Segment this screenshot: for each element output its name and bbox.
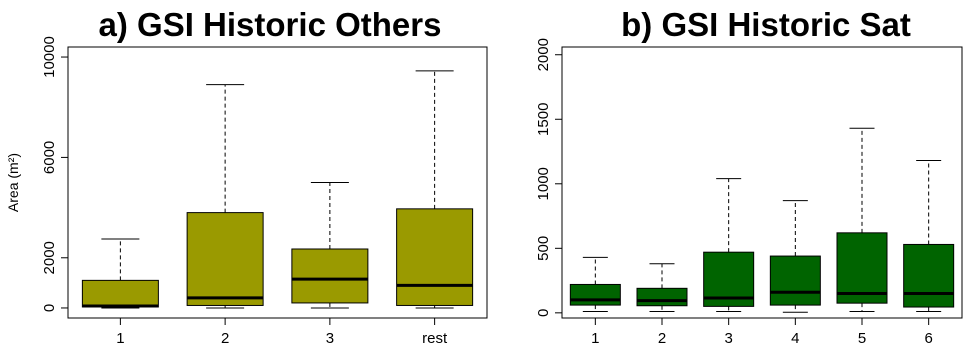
box-1 [81,238,159,309]
panel-b: b) GSI Historic Sat 0 500 1000 1500 2000 1 2 3 4 5… [535,6,963,346]
x-tick-label: 4 [791,330,799,346]
iqr-box [769,255,821,306]
x-tick-label: 6 [924,330,932,346]
chart-title: a) GSI Historic Others [99,6,442,43]
x-tick-label: 1 [591,330,599,346]
box-rest [396,70,474,309]
x-tick-label: 3 [326,330,334,346]
box-6 [903,160,955,313]
iqr-box [903,243,955,308]
x-tick-label: 2 [221,330,229,346]
iqr-box [186,212,264,306]
panel-a: a) GSI Historic Others 0 2000 6000 10000 Area… [5,6,488,346]
iqr-box [636,287,688,307]
y-tick-label: 500 [535,236,552,261]
iqr-box [291,248,369,304]
iqr-box [81,279,159,308]
box-4 [769,200,821,313]
box-3 [291,182,369,309]
box-1 [569,256,621,313]
iqr-box [836,232,888,304]
y-tick-label: 6000 [41,141,58,174]
y-axis-label: Area (m²) [5,153,21,212]
y-tick-label: 10000 [41,36,58,78]
y-tick-label: 2000 [535,38,552,71]
plot-frame [67,46,488,319]
x-tick-label: 2 [658,330,666,346]
plot-frame [561,46,963,319]
y-tick-label: 1000 [535,167,552,200]
box-2 [636,263,688,313]
x-tick-label: 1 [116,330,124,346]
y-tick-label: 0 [41,304,58,312]
x-tick-label: 3 [724,330,732,346]
box-2 [186,84,264,309]
x-tick-label: rest [422,330,448,346]
box-5 [836,127,888,313]
iqr-box [569,283,621,306]
y-tick-label: 0 [535,309,552,317]
iqr-box [396,208,474,306]
chart-title: b) GSI Historic Sat [621,6,911,43]
box-3 [703,178,755,313]
x-tick-label: 5 [858,330,866,346]
y-tick-label: 1500 [535,103,552,136]
y-tick-label: 2000 [41,241,58,274]
